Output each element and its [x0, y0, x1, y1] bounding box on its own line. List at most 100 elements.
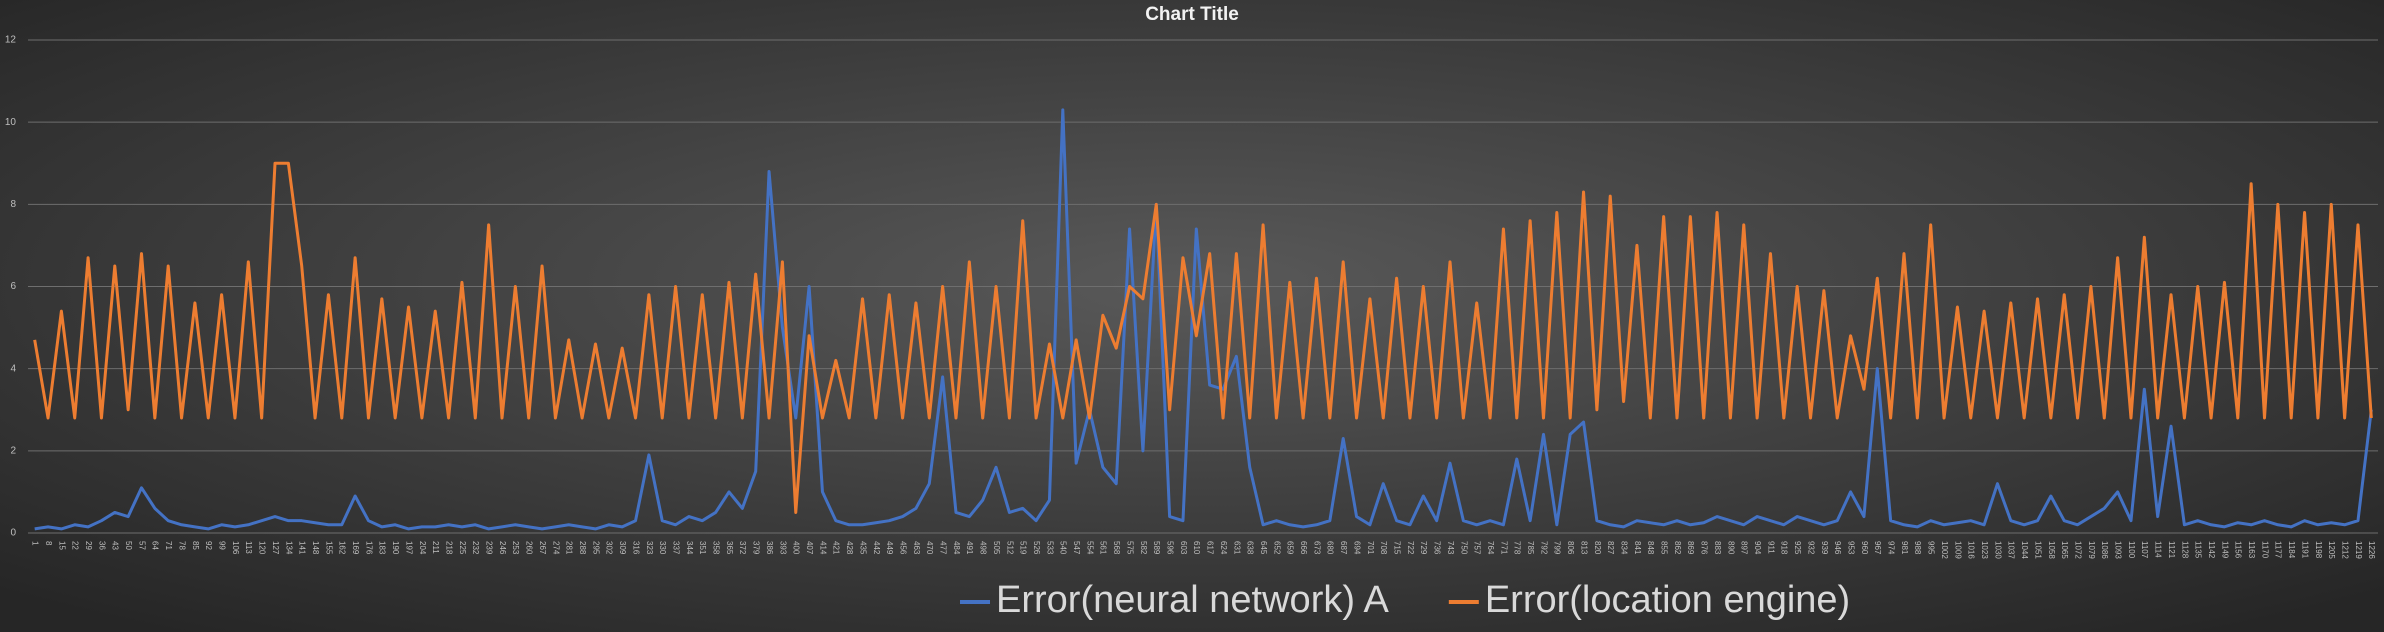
x-tick-label: 729	[1419, 541, 1428, 555]
x-tick-label: 848	[1646, 541, 1655, 555]
x-tick-label: 1093	[2114, 541, 2123, 559]
x-tick-label: 260	[525, 541, 534, 555]
x-tick-label: 568	[1112, 541, 1121, 555]
x-tick-label: 1219	[2354, 541, 2363, 559]
x-tick-label: 624	[1219, 541, 1228, 555]
x-tick-label: 1058	[2047, 541, 2056, 559]
legend-label: Error(location engine)	[1485, 579, 1850, 621]
x-tick-label: 22	[71, 541, 80, 550]
x-tick-label: 302	[605, 541, 614, 555]
x-tick-label: 393	[778, 541, 787, 555]
x-tick-label: 638	[1246, 541, 1255, 555]
x-tick-label: 344	[685, 541, 694, 555]
y-tick-label: 10	[5, 117, 17, 128]
x-tick-label: 309	[618, 541, 627, 555]
x-tick-label: 869	[1686, 541, 1695, 555]
x-tick-label: 799	[1553, 541, 1562, 555]
x-tick-label: 1177	[2274, 541, 2283, 559]
x-tick-label: 414	[818, 541, 827, 555]
x-tick-label: 1205	[2327, 541, 2336, 559]
x-tick-label: 351	[698, 541, 707, 555]
x-tick-label: 358	[712, 541, 721, 555]
x-tick-label: 526	[1032, 541, 1041, 555]
x-tick-label: 281	[565, 541, 574, 555]
x-tick-label: 750	[1459, 541, 1468, 555]
x-tick-label: 372	[738, 541, 747, 555]
x-tick-label: 190	[391, 541, 400, 555]
x-tick-label: 974	[1887, 541, 1896, 555]
x-tick-label: 652	[1272, 541, 1281, 555]
x-tick-label: 1044	[2020, 541, 2029, 559]
x-tick-label: 582	[1139, 541, 1148, 555]
x-tick-label: 988	[1913, 541, 1922, 555]
x-tick-label: 939	[1820, 541, 1829, 555]
x-tick-label: 505	[992, 541, 1001, 555]
x-tick-label: 876	[1700, 541, 1709, 555]
x-tick-label: 953	[1846, 541, 1855, 555]
x-tick-label: 918	[1780, 541, 1789, 555]
x-tick-label: 92	[204, 541, 213, 550]
x-tick-label: 400	[792, 541, 801, 555]
x-tick-label: 1100	[2127, 541, 2136, 559]
x-tick-label: 246	[498, 541, 507, 555]
x-tick-label: 316	[631, 541, 640, 555]
y-tick-label: 8	[10, 199, 16, 210]
x-tick-label: 631	[1232, 541, 1241, 555]
x-tick-label: 267	[538, 541, 547, 555]
x-tick-label: 1023	[1980, 541, 1989, 559]
x-tick-label: 1198	[2314, 541, 2323, 559]
x-tick-label: 603	[1179, 541, 1188, 555]
x-tick-label: 134	[284, 541, 293, 555]
y-tick-label: 4	[10, 363, 16, 374]
x-tick-label: 1114	[2154, 541, 2163, 558]
x-tick-label: 1191	[2300, 541, 2309, 559]
x-tick-label: 981	[1900, 541, 1909, 555]
x-tick-label: 897	[1740, 541, 1749, 555]
x-tick-label: 99	[217, 541, 226, 550]
x-tick-label: 113	[244, 541, 253, 554]
x-tick-label: 1163	[2247, 541, 2256, 559]
x-tick-label: 722	[1406, 541, 1415, 555]
x-tick-label: 778	[1513, 541, 1522, 555]
y-tick-label: 6	[10, 281, 16, 292]
y-tick-label: 0	[10, 528, 16, 539]
x-tick-label: 561	[1099, 541, 1108, 555]
x-tick-label: 176	[364, 541, 373, 555]
x-tick-label: 337	[671, 541, 680, 555]
x-tick-label: 519	[1019, 541, 1028, 555]
x-tick-label: 757	[1473, 541, 1482, 555]
x-tick-label: 295	[591, 541, 600, 555]
x-tick-label: 687	[1339, 541, 1348, 555]
x-tick-label: 1184	[2287, 541, 2296, 559]
x-tick-label: 1170	[2260, 541, 2269, 559]
x-tick-label: 827	[1606, 541, 1615, 555]
legend-label: Error(neural network) A	[996, 579, 1389, 621]
x-tick-label: 554	[1085, 541, 1094, 555]
x-tick-label: 1107	[2140, 541, 2149, 559]
x-tick-label: 330	[658, 541, 667, 555]
x-tick-label: 764	[1486, 541, 1495, 555]
x-tick-label: 29	[84, 541, 93, 550]
x-tick-label: 169	[351, 541, 360, 555]
x-tick-label: 1149	[2220, 541, 2229, 559]
x-tick-label: 1009	[1953, 541, 1962, 559]
x-tick-label: 890	[1726, 541, 1735, 555]
x-tick-label: 785	[1526, 541, 1535, 555]
x-tick-label: 792	[1539, 541, 1548, 555]
x-tick-label: 36	[97, 541, 106, 550]
x-tick-label: 491	[965, 541, 974, 555]
x-tick-label: 120	[258, 541, 267, 555]
x-tick-label: 183	[378, 541, 387, 555]
x-tick-label: 15	[57, 541, 66, 550]
x-tick-label: 78	[177, 541, 186, 550]
x-tick-label: 701	[1366, 541, 1375, 555]
x-tick-label: 1156	[2234, 541, 2243, 559]
x-tick-label: 50	[124, 541, 133, 550]
x-tick-label: 498	[979, 541, 988, 555]
x-tick-label: 155	[324, 541, 333, 555]
x-tick-label: 449	[885, 541, 894, 555]
x-tick-label: 43	[111, 541, 120, 550]
y-tick-label: 12	[5, 35, 17, 46]
x-tick-label: 904	[1753, 541, 1762, 555]
x-tick-label: 225	[458, 541, 467, 555]
